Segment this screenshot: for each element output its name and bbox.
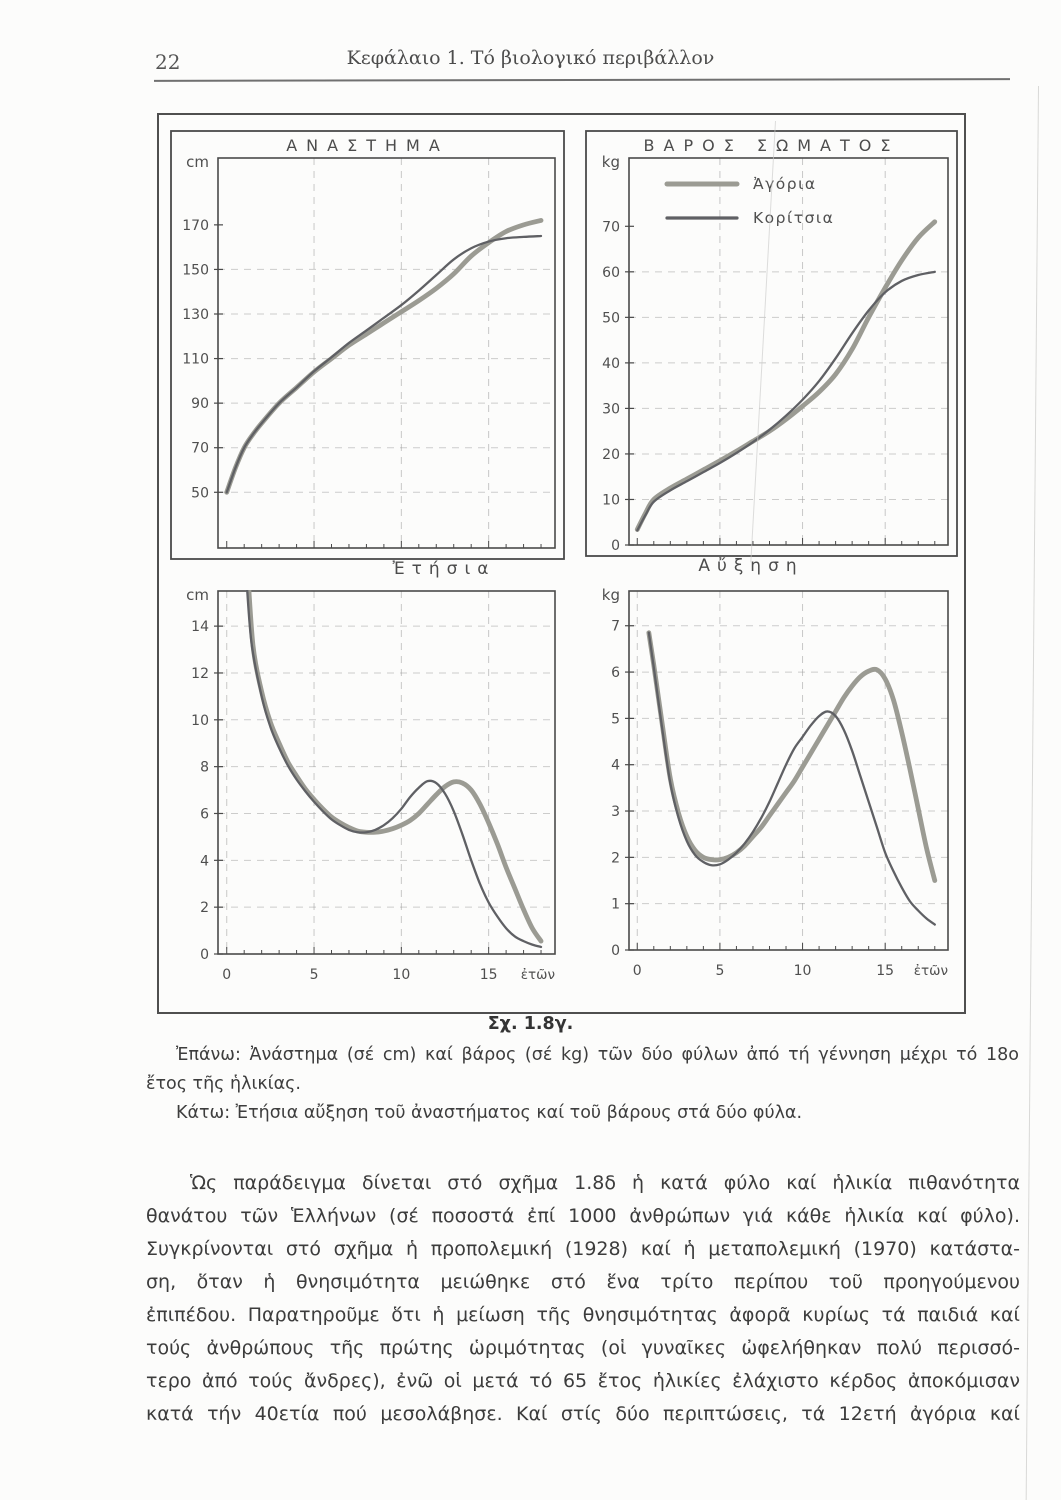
svg-text:ἐτῶν: ἐτῶν [914, 963, 948, 979]
bottom-row-caption-right: Αὔξηση [698, 556, 804, 576]
body-text-line: τούς ἀνθρώπους τῆς πρώτης ὡριμότητας (οἱ… [146, 1337, 1020, 1359]
svg-text:ΒΑΡΟΣ ΣΩΜΑΤΟΣ: ΒΑΡΟΣ ΣΩΜΑΤΟΣ [644, 136, 900, 155]
chapter-header: Κεφάλαιο 1. Τό βιολογικό περιβάλλον [346, 47, 715, 69]
figure-caption-title: Σχ. 1.8γ. [487, 1014, 574, 1034]
svg-text:12: 12 [191, 666, 209, 682]
svg-text:150: 150 [182, 262, 209, 278]
svg-text:60: 60 [602, 265, 620, 281]
svg-text:5: 5 [715, 963, 724, 979]
svg-text:30: 30 [602, 401, 620, 417]
svg-text:kg: kg [602, 586, 620, 604]
svg-text:0: 0 [611, 943, 620, 959]
svg-text:cm: cm [186, 586, 209, 604]
svg-text:50: 50 [602, 310, 620, 326]
svg-text:10: 10 [602, 492, 620, 508]
svg-text:ἐτῶν: ἐτῶν [521, 967, 555, 983]
body-text-line: ἐπιπέδου. Παρατηροῦμε ὅτι ἡ μείωση τῆς θ… [146, 1304, 1020, 1326]
body-text-line: θανάτου τῶν Ἑλλήνων (σέ ποσοστά ἐπί 1000… [146, 1205, 1020, 1227]
svg-text:10: 10 [191, 713, 209, 729]
svg-text:110: 110 [182, 352, 209, 368]
svg-text:14: 14 [191, 619, 209, 635]
svg-text:2: 2 [611, 850, 620, 866]
caption-line: Ἐπάνω: Ἀνάστημα (σέ cm) καί βάρος (σέ kg… [176, 1045, 1019, 1065]
svg-text:5: 5 [611, 711, 620, 727]
svg-text:Ἀγόρια: Ἀγόρια [753, 175, 817, 193]
body-text-line: Συγκρίνονται στό σχῆμα ἡ προπολεμική (19… [146, 1238, 1020, 1260]
svg-text:6: 6 [200, 806, 209, 822]
chart-annual-height-growth: 14 12 10 8 6 4 2 0 cm 0 5 10 15 ἐτῶν [170, 577, 565, 1000]
svg-text:5: 5 [310, 967, 319, 983]
page-number: 22 [155, 50, 181, 74]
bottom-row-caption-left: Ἐτήσια [392, 559, 496, 579]
figure-box: ΑΝΑΣΤΗΜΑ 170 150 130 110 90 70 50 cm ΒΑΡΟΣ ΣΩΜΑΤ… [157, 113, 966, 1014]
svg-text:ΑΝΑΣΤΗΜΑ: ΑΝΑΣΤΗΜΑ [286, 136, 449, 155]
caption-line: Κάτω: Ἐτήσια αὔξηση τοῦ ἀναστήματος καί … [176, 1103, 803, 1123]
chart-weight: ΒΑΡΟΣ ΣΩΜΑΤΟΣ 70 60 50 40 30 20 10 0 kg Ἀγόρια Κορί… [585, 130, 958, 557]
svg-text:15: 15 [480, 967, 498, 983]
svg-text:10: 10 [392, 967, 410, 983]
svg-text:50: 50 [191, 485, 209, 501]
body-text-line: τερο ἀπό τούς ἄνδρες), ἐνῶ οἱ μετά τό 65… [146, 1370, 1020, 1392]
svg-text:70: 70 [602, 219, 620, 235]
svg-text:0: 0 [200, 947, 209, 963]
svg-text:7: 7 [611, 619, 620, 635]
svg-text:0: 0 [222, 967, 231, 983]
chart-annual-weight-growth: 7 6 5 4 3 2 1 0 kg 0 5 10 15 ἐτῶν [585, 577, 958, 996]
svg-text:Κορίτσια: Κορίτσια [753, 209, 834, 227]
chart-height: ΑΝΑΣΤΗΜΑ 170 150 130 110 90 70 50 cm [170, 130, 565, 560]
svg-text:4: 4 [611, 758, 620, 774]
figure-caption: Ἐπάνω: Ἀνάστημα (σέ cm) καί βάρος (σέ kg… [146, 1041, 1019, 1128]
svg-text:70: 70 [191, 441, 209, 457]
svg-text:0: 0 [633, 963, 642, 979]
svg-text:0: 0 [611, 538, 620, 554]
svg-text:cm: cm [186, 153, 209, 171]
svg-text:2: 2 [200, 900, 209, 916]
body-paragraph: Ὡς παράδειγμα δίνεται στό σχῆμα 1.8δ ἡ κ… [146, 1167, 1020, 1431]
svg-text:20: 20 [602, 447, 620, 463]
svg-text:170: 170 [182, 218, 209, 234]
svg-text:1: 1 [611, 897, 620, 913]
body-text-line: κατά τήν 40ετία πού μεσολάβησε. Καί στίς… [146, 1403, 1020, 1425]
body-text-line: ση, ὅταν ἡ θνησιμότητα μειώθηκε στό ἕνα … [146, 1271, 1020, 1293]
svg-text:90: 90 [191, 396, 209, 412]
svg-text:3: 3 [611, 804, 620, 820]
svg-text:kg: kg [602, 153, 620, 171]
header-rule [153, 78, 1011, 82]
svg-text:10: 10 [794, 963, 812, 979]
page-edge-shadow [1025, 85, 1039, 1500]
caption-line: ἔτος τῆς ἡλικίας. [146, 1074, 301, 1094]
svg-text:15: 15 [876, 963, 894, 979]
svg-text:130: 130 [182, 307, 209, 323]
svg-text:40: 40 [602, 356, 620, 372]
svg-text:8: 8 [200, 760, 209, 776]
body-text-line: Ὡς παράδειγμα δίνεται στό σχῆμα 1.8δ ἡ κ… [190, 1172, 1020, 1194]
svg-text:6: 6 [611, 665, 620, 681]
svg-text:4: 4 [200, 853, 209, 869]
